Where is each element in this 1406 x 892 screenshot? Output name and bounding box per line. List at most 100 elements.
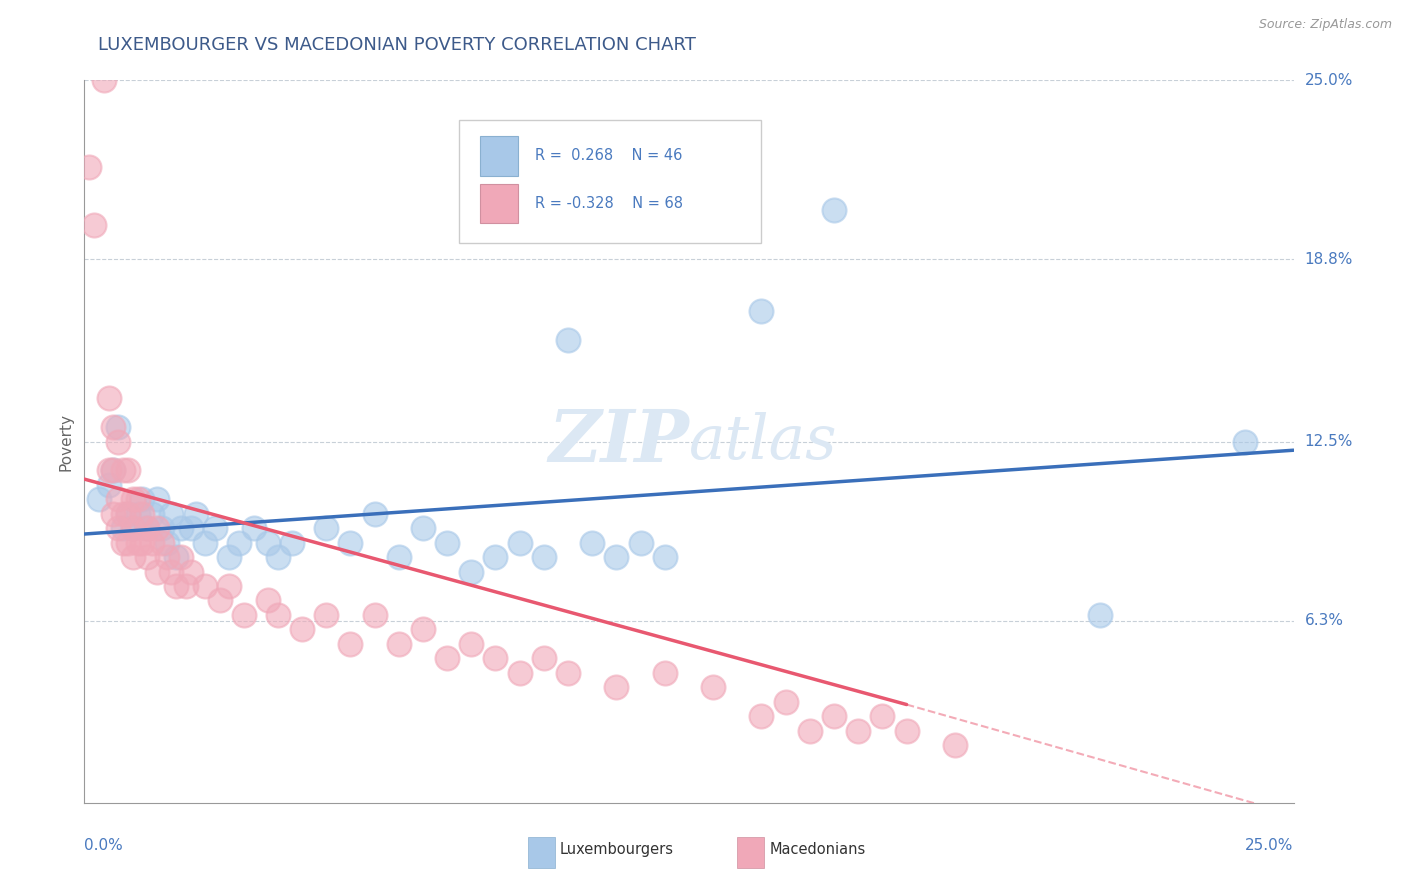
- Point: [112, 507, 135, 521]
- Point: [533, 550, 555, 565]
- Point: [127, 507, 149, 521]
- Point: [257, 593, 280, 607]
- Point: [751, 709, 773, 723]
- Point: [107, 492, 129, 507]
- Point: [315, 521, 337, 535]
- Point: [823, 203, 845, 218]
- Point: [136, 521, 159, 535]
- Point: [339, 637, 361, 651]
- Point: [291, 623, 314, 637]
- Point: [97, 391, 120, 405]
- Text: 6.3%: 6.3%: [1305, 613, 1344, 628]
- Point: [146, 521, 169, 535]
- Point: [484, 651, 506, 665]
- Text: 18.8%: 18.8%: [1305, 252, 1353, 267]
- Point: [146, 565, 169, 579]
- Point: [117, 463, 139, 477]
- Point: [103, 463, 125, 477]
- Point: [460, 565, 482, 579]
- Point: [242, 521, 264, 535]
- Point: [557, 334, 579, 348]
- Point: [943, 738, 966, 752]
- Point: [509, 665, 531, 680]
- Point: [121, 492, 143, 507]
- Point: [484, 550, 506, 565]
- Point: [194, 535, 217, 549]
- Point: [107, 434, 129, 449]
- Point: [363, 607, 385, 622]
- Point: [117, 507, 139, 521]
- Point: [107, 420, 129, 434]
- Point: [112, 521, 135, 535]
- Point: [117, 507, 139, 521]
- Point: [823, 709, 845, 723]
- Point: [131, 535, 153, 549]
- Point: [184, 507, 207, 521]
- Text: ZIP: ZIP: [548, 406, 689, 477]
- Point: [174, 579, 197, 593]
- Point: [581, 535, 603, 549]
- Point: [751, 304, 773, 318]
- Point: [702, 680, 724, 694]
- Point: [165, 579, 187, 593]
- Point: [170, 550, 193, 565]
- Point: [93, 73, 115, 87]
- Point: [896, 723, 918, 738]
- Point: [872, 709, 894, 723]
- Point: [257, 535, 280, 549]
- Point: [180, 521, 202, 535]
- Point: [460, 637, 482, 651]
- Point: [117, 535, 139, 549]
- Point: [136, 521, 159, 535]
- Point: [107, 521, 129, 535]
- Point: [267, 607, 290, 622]
- Point: [146, 492, 169, 507]
- Text: atlas: atlas: [689, 411, 838, 472]
- Point: [160, 507, 183, 521]
- Point: [121, 521, 143, 535]
- Point: [83, 218, 105, 232]
- Text: 25.0%: 25.0%: [1246, 838, 1294, 853]
- Point: [204, 521, 226, 535]
- Point: [103, 420, 125, 434]
- Point: [509, 535, 531, 549]
- Text: LUXEMBOURGER VS MACEDONIAN POVERTY CORRELATION CHART: LUXEMBOURGER VS MACEDONIAN POVERTY CORRE…: [98, 36, 696, 54]
- Point: [412, 623, 434, 637]
- Point: [136, 550, 159, 565]
- Point: [150, 535, 173, 549]
- Point: [605, 550, 627, 565]
- Point: [165, 550, 187, 565]
- Point: [155, 535, 177, 549]
- FancyBboxPatch shape: [460, 120, 762, 243]
- Point: [654, 550, 676, 565]
- Point: [281, 535, 304, 549]
- Point: [363, 507, 385, 521]
- Point: [103, 507, 125, 521]
- Point: [127, 492, 149, 507]
- Point: [267, 550, 290, 565]
- Point: [131, 492, 153, 507]
- Point: [436, 651, 458, 665]
- Point: [436, 535, 458, 549]
- Text: 25.0%: 25.0%: [1305, 73, 1353, 87]
- FancyBboxPatch shape: [529, 838, 555, 868]
- Y-axis label: Poverty: Poverty: [58, 412, 73, 471]
- Point: [315, 607, 337, 622]
- Point: [388, 637, 411, 651]
- Text: Source: ZipAtlas.com: Source: ZipAtlas.com: [1258, 18, 1392, 31]
- Point: [208, 593, 231, 607]
- Text: R =  0.268    N = 46: R = 0.268 N = 46: [536, 148, 683, 163]
- Point: [112, 535, 135, 549]
- Point: [121, 521, 143, 535]
- Point: [339, 535, 361, 549]
- Text: Luxembourgers: Luxembourgers: [560, 842, 673, 857]
- Point: [1234, 434, 1257, 449]
- Point: [112, 463, 135, 477]
- Point: [388, 550, 411, 565]
- Point: [630, 535, 652, 549]
- Point: [150, 521, 173, 535]
- Point: [141, 535, 163, 549]
- Point: [412, 521, 434, 535]
- Text: R = -0.328    N = 68: R = -0.328 N = 68: [536, 196, 683, 211]
- Point: [127, 535, 149, 549]
